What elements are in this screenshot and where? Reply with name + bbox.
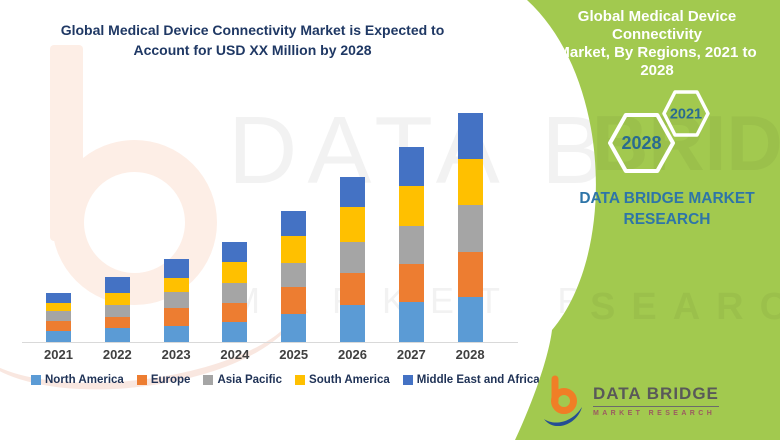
legend-swatch-north-america bbox=[31, 375, 41, 385]
x-label-2021: 2021 bbox=[44, 347, 73, 362]
bar-2027-segment-middle-east-and-africa bbox=[398, 147, 424, 186]
bar-2022-segment-europe bbox=[104, 317, 130, 328]
bar-2027 bbox=[398, 147, 424, 342]
chart-legend: North America Europe Asia Pacific South Ame… bbox=[31, 374, 540, 386]
bar-2026-segment-europe bbox=[340, 273, 365, 305]
bar-2022-segment-north-america bbox=[104, 328, 130, 342]
bar-2024-segment-europe bbox=[222, 303, 248, 322]
bar-2022-segment-asia-pacific bbox=[104, 305, 130, 317]
x-label-2028: 2028 bbox=[455, 347, 485, 362]
legend-swatch-asia-pacific bbox=[203, 375, 214, 385]
legend-item-south-america: South America bbox=[295, 374, 390, 386]
side-title-line2: Market, By Regions, 2021 to 2028 bbox=[557, 44, 757, 79]
legend-item-middle-east-and-africa: Middle East and Africa bbox=[402, 374, 540, 386]
bar-2028-segment-north-america bbox=[457, 297, 483, 342]
bar-2028-segment-europe bbox=[457, 252, 483, 297]
bar-2027-segment-north-america bbox=[398, 302, 424, 342]
bar-2022-segment-south-america bbox=[104, 293, 130, 305]
bar-2024-segment-south-america bbox=[222, 262, 248, 283]
chart-title: Global Medical Device Connectivity Marke… bbox=[0, 20, 505, 60]
chart-title-line2: Account for USD XX Million by 2028 bbox=[133, 42, 372, 58]
bar-2027-segment-asia-pacific bbox=[398, 226, 424, 264]
bar-2024 bbox=[222, 242, 248, 342]
side-title-line1: Global Medical Device Connectivity bbox=[577, 8, 737, 43]
bar-2026-segment-north-america bbox=[340, 305, 365, 342]
bar-2027-segment-europe bbox=[398, 264, 424, 302]
bar-2028-segment-asia-pacific bbox=[457, 205, 483, 252]
x-label-2025: 2025 bbox=[279, 347, 309, 362]
legend-item-europe: Europe bbox=[136, 374, 191, 386]
bar-2023-segment-north-america bbox=[163, 326, 189, 342]
bar-2025-segment-south-america bbox=[281, 236, 307, 263]
bar-2025-segment-middle-east-and-africa bbox=[281, 211, 307, 236]
x-axis-line bbox=[22, 342, 518, 343]
bar-2022-segment-middle-east-and-africa bbox=[104, 277, 130, 293]
bar-2028 bbox=[457, 113, 483, 342]
bar-2021-segment-middle-east-and-africa bbox=[46, 293, 71, 303]
x-label-2026: 2026 bbox=[338, 347, 367, 362]
bar-2021 bbox=[46, 293, 71, 342]
bar-2028-segment-middle-east-and-africa bbox=[457, 113, 483, 159]
legend-swatch-europe bbox=[136, 375, 147, 385]
logo-swoosh bbox=[544, 407, 582, 426]
bar-2024-segment-asia-pacific bbox=[222, 283, 248, 303]
plot-area: 2021 2022 2023 2024 2025 2026 2027 2028 bbox=[22, 113, 518, 362]
brand-text-line1: DATA BRIDGE MARKET bbox=[579, 190, 755, 207]
bar-2026-segment-south-america bbox=[340, 207, 365, 242]
bar-2025-segment-asia-pacific bbox=[281, 263, 307, 287]
bar-2028-segment-south-america bbox=[457, 159, 483, 205]
legend-label-north-america: North America bbox=[45, 374, 124, 386]
hexagon-2021 bbox=[662, 90, 710, 137]
x-label-2024: 2024 bbox=[220, 347, 250, 362]
data-bridge-logo: DATA BRIDGE MARKET RESEARCH bbox=[542, 374, 719, 426]
logo-b-bowl bbox=[551, 388, 577, 414]
bar-2021-segment-europe bbox=[46, 321, 71, 331]
bar-2022 bbox=[104, 277, 130, 342]
legend-item-north-america: North America bbox=[31, 374, 124, 386]
bar-2021-segment-asia-pacific bbox=[46, 311, 71, 321]
bar-2024-segment-middle-east-and-africa bbox=[222, 242, 248, 262]
legend-label-middle-east-and-africa: Middle East and Africa bbox=[416, 374, 540, 386]
legend-label-south-america: South America bbox=[309, 374, 390, 386]
logo-text: DATA BRIDGE MARKET RESEARCH bbox=[593, 384, 719, 417]
x-label-2023: 2023 bbox=[161, 347, 191, 362]
bar-2026-segment-middle-east-and-africa bbox=[340, 177, 365, 207]
bar-2023-segment-asia-pacific bbox=[163, 292, 189, 308]
hexagon-badges: 2028 2021 bbox=[608, 90, 710, 173]
logo-subtitle: MARKET RESEARCH bbox=[593, 409, 716, 417]
chart-title-line1: Global Medical Device Connectivity Marke… bbox=[60, 22, 445, 38]
brand-text-line2: RESEARCH bbox=[623, 211, 711, 228]
legend-item-asia-pacific: Asia Pacific bbox=[203, 374, 282, 386]
logo-mark-icon bbox=[544, 375, 582, 426]
bar-2026 bbox=[340, 177, 365, 342]
logo-title: DATA BRIDGE bbox=[593, 384, 719, 407]
bar-2026-segment-asia-pacific bbox=[340, 242, 365, 273]
bar-2021-segment-south-america bbox=[46, 303, 71, 311]
legend-label-europe: Europe bbox=[150, 374, 191, 386]
bar-2023 bbox=[163, 259, 189, 342]
hexagon-2028-label: 2028 bbox=[621, 133, 661, 153]
bar-2023-segment-middle-east-and-africa bbox=[163, 259, 189, 278]
green-panel-shape bbox=[515, 0, 780, 440]
legend-swatch-middle-east-and-africa bbox=[402, 375, 413, 385]
bar-2025-segment-europe bbox=[281, 287, 307, 314]
bar-2023-segment-europe bbox=[163, 308, 189, 326]
bar-2024-segment-north-america bbox=[222, 322, 248, 342]
legend-label-asia-pacific: Asia Pacific bbox=[217, 374, 283, 386]
hexagon-2028 bbox=[608, 113, 675, 173]
brand-text: DATA BRIDGE MARKET RESEARCH bbox=[553, 188, 780, 230]
side-panel-title: Global Medical Device Connectivity Marke… bbox=[540, 8, 774, 80]
bar-2027-segment-south-america bbox=[398, 186, 424, 226]
bar-2025-segment-north-america bbox=[281, 314, 307, 342]
bar-2025 bbox=[281, 211, 307, 342]
x-label-2022: 2022 bbox=[102, 347, 132, 362]
bar-2023-segment-south-america bbox=[163, 278, 189, 292]
legend-swatch-south-america bbox=[295, 375, 306, 385]
bar-2021-segment-north-america bbox=[46, 331, 71, 342]
x-label-2027: 2027 bbox=[396, 347, 426, 362]
hexagon-2021-label: 2021 bbox=[670, 107, 702, 123]
